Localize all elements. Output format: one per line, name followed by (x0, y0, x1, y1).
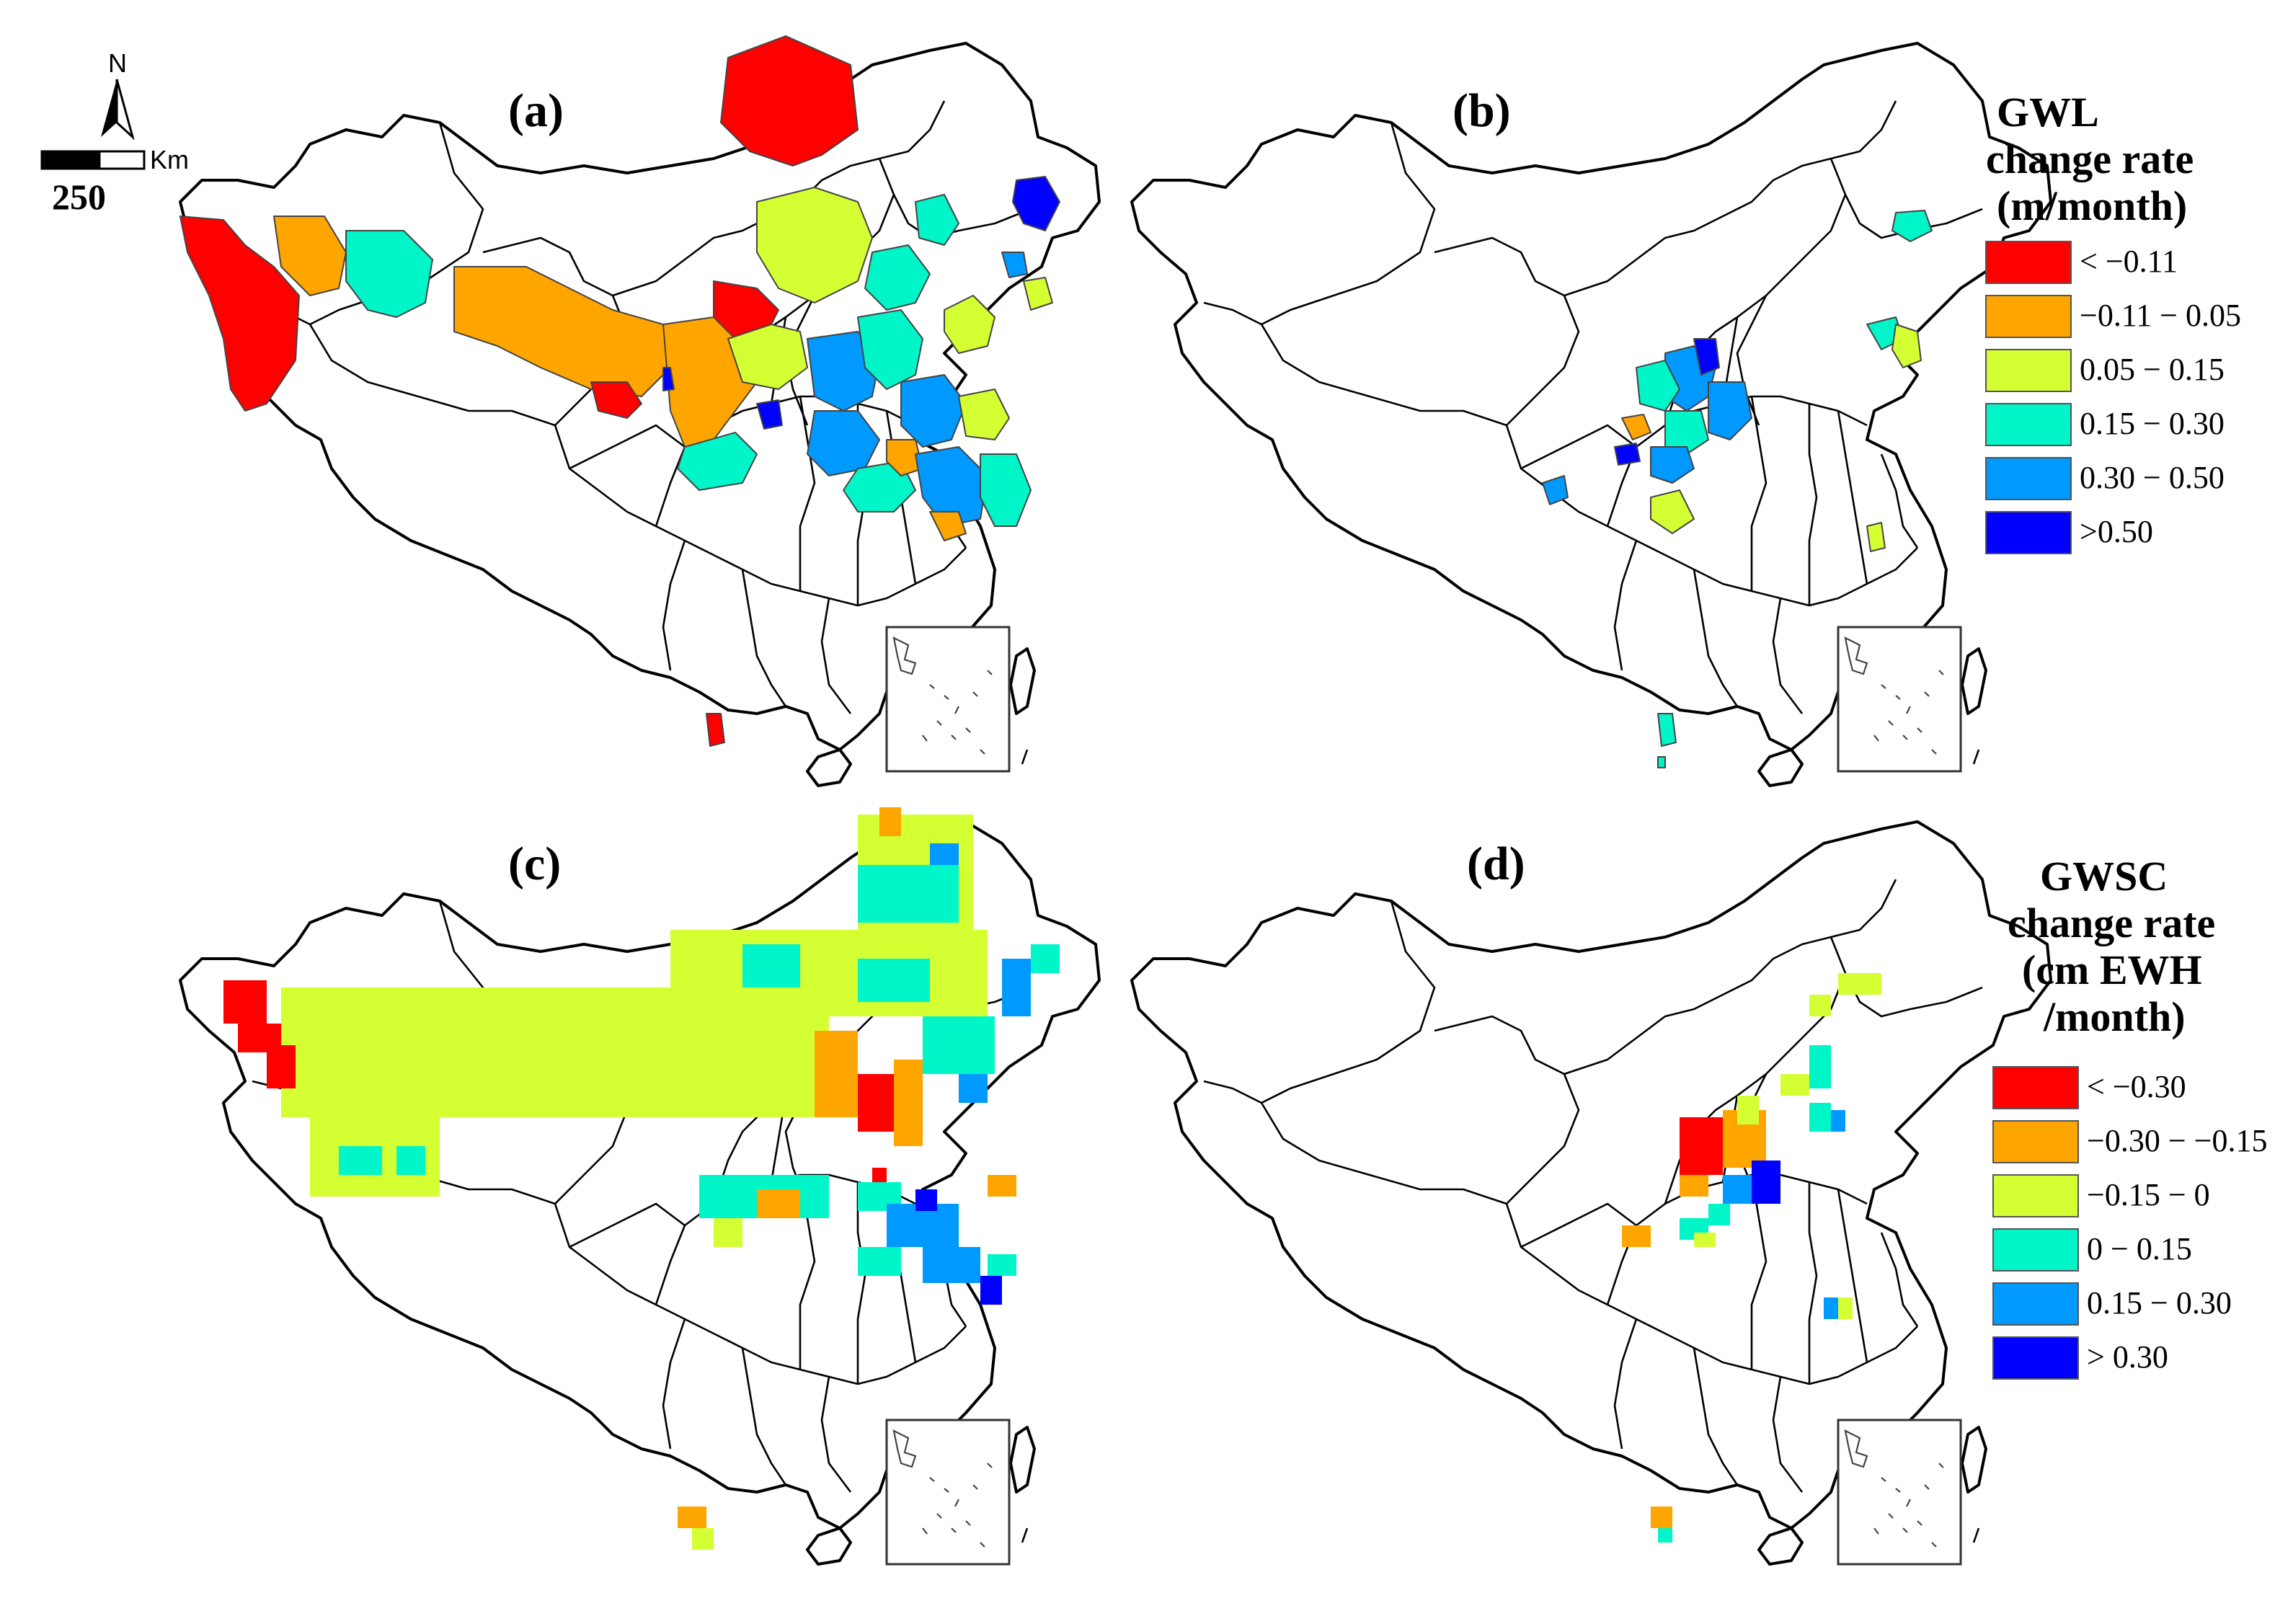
scale-value: 250 (52, 177, 106, 217)
legend-gwl-title-line-1: GWL (1997, 89, 2099, 136)
legend-gwl-label-4: 0.30 − 0.50 (2080, 460, 2225, 495)
legend-gwl-swatch-5 (1985, 511, 2072, 554)
legend-gwl-title-line-3: (m/month) (1997, 182, 2187, 229)
legend-gwsc-label-1: −0.30 − −0.15 (2087, 1123, 2267, 1158)
legend-gwsc-label-0: < −0.30 (2087, 1069, 2186, 1104)
legend-gwsc-label-4: 0.15 − 0.30 (2087, 1285, 2232, 1321)
legend-gwsc-title-line-3: (cm EWH (2022, 946, 2202, 993)
legend-gwl-swatch-3 (1985, 403, 2072, 446)
legend-gwsc-title-line-1: GWSC (2040, 853, 2168, 900)
scale-unit: Km (150, 145, 189, 174)
panel-label-d: (d) (1467, 838, 1525, 890)
scale-bar: Km 250 (40, 145, 189, 217)
legend-gwl-label-0: < −0.11 (2080, 244, 2178, 279)
panel-label-c: (c) (508, 838, 561, 890)
legend-gwl-label-1: −0.11 − 0.05 (2080, 298, 2241, 333)
panel-label-a: (a) (508, 84, 564, 137)
legend-gwsc-swatch-0 (1992, 1066, 2079, 1109)
gwsc-grid-cells-c (223, 807, 1060, 1550)
gwl-simulated-regions (1542, 210, 1933, 768)
north-label: N (108, 48, 127, 78)
gwl-observed-regions (179, 35, 1060, 747)
legend-gwsc-title-line-4: /month) (2043, 993, 2186, 1040)
legend-gwl-swatch-0 (1985, 241, 2072, 284)
legend-gwl-swatch-4 (1985, 457, 2072, 500)
legend-gwsc-label-2: −0.15 − 0 (2087, 1177, 2210, 1212)
legend-gwsc-label-3: 0 − 0.15 (2087, 1231, 2192, 1266)
legend-gwl-title-line-2: change rate (1986, 136, 2194, 182)
legend-gwl: GWL change rate (m/month) < −0.11 −0.11 −… (1985, 89, 2241, 554)
map-panel-d (1130, 820, 2052, 1566)
legend-gwl-label-3: 0.15 − 0.30 (2080, 406, 2225, 441)
legend-gwsc-swatch-4 (1992, 1282, 2079, 1326)
legend-gwl-swatch-1 (1985, 295, 2072, 338)
map-panel-b (1130, 42, 2052, 787)
legend-gwsc-swatch-5 (1992, 1336, 2079, 1380)
map-panel-c (179, 807, 1101, 1566)
gwsc-grid-cells-d (1622, 973, 1881, 1543)
map-panel-a (179, 35, 1101, 787)
legend-gwl-label-5: >0.50 (2080, 514, 2153, 549)
north-arrow-icon: N (101, 48, 135, 141)
legend-gwsc-label-5: > 0.30 (2087, 1339, 2168, 1375)
panel-label-b: (b) (1452, 84, 1511, 137)
legend-gwsc-swatch-3 (1992, 1228, 2079, 1272)
legend-gwl-swatch-2 (1985, 349, 2072, 392)
legend-gwl-label-2: 0.05 − 0.15 (2080, 352, 2225, 387)
legend-gwsc-swatch-2 (1992, 1174, 2079, 1217)
legend-gwsc: GWSC change rate (cm EWH /month) < −0.30… (1992, 853, 2267, 1380)
legend-gwsc-swatch-1 (1992, 1120, 2079, 1163)
legend-gwsc-title-line-2: change rate (2008, 900, 2215, 946)
